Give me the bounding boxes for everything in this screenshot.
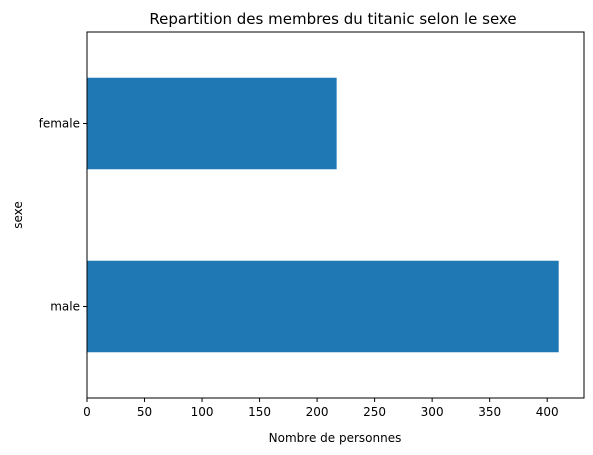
x-axis-ticks: 0 50 100 150 200 250 300 350 400 xyxy=(83,398,559,419)
chart-title: Repartition des membres du titanic selon… xyxy=(149,10,516,28)
x-axis-label: Nombre de personnes xyxy=(269,431,402,445)
bar-male xyxy=(87,260,559,353)
x-tick-label: 300 xyxy=(421,405,444,419)
y-axis-label: sexe xyxy=(11,201,25,229)
x-tick-label: 50 xyxy=(137,405,152,419)
y-axis-ticks: male female xyxy=(39,117,87,314)
x-tick-label: 350 xyxy=(478,405,501,419)
plot-frame xyxy=(86,31,585,399)
x-tick-label: 400 xyxy=(536,405,559,419)
x-tick-label: 200 xyxy=(306,405,329,419)
bar-female xyxy=(87,77,337,170)
x-tick-label: 250 xyxy=(363,405,386,419)
bars-group xyxy=(87,77,559,353)
x-tick-label: 100 xyxy=(191,405,214,419)
x-tick-label: 150 xyxy=(248,405,271,419)
y-tick-label: female xyxy=(39,117,80,131)
x-tick-label: 0 xyxy=(83,405,91,419)
y-tick-label: male xyxy=(50,300,80,314)
